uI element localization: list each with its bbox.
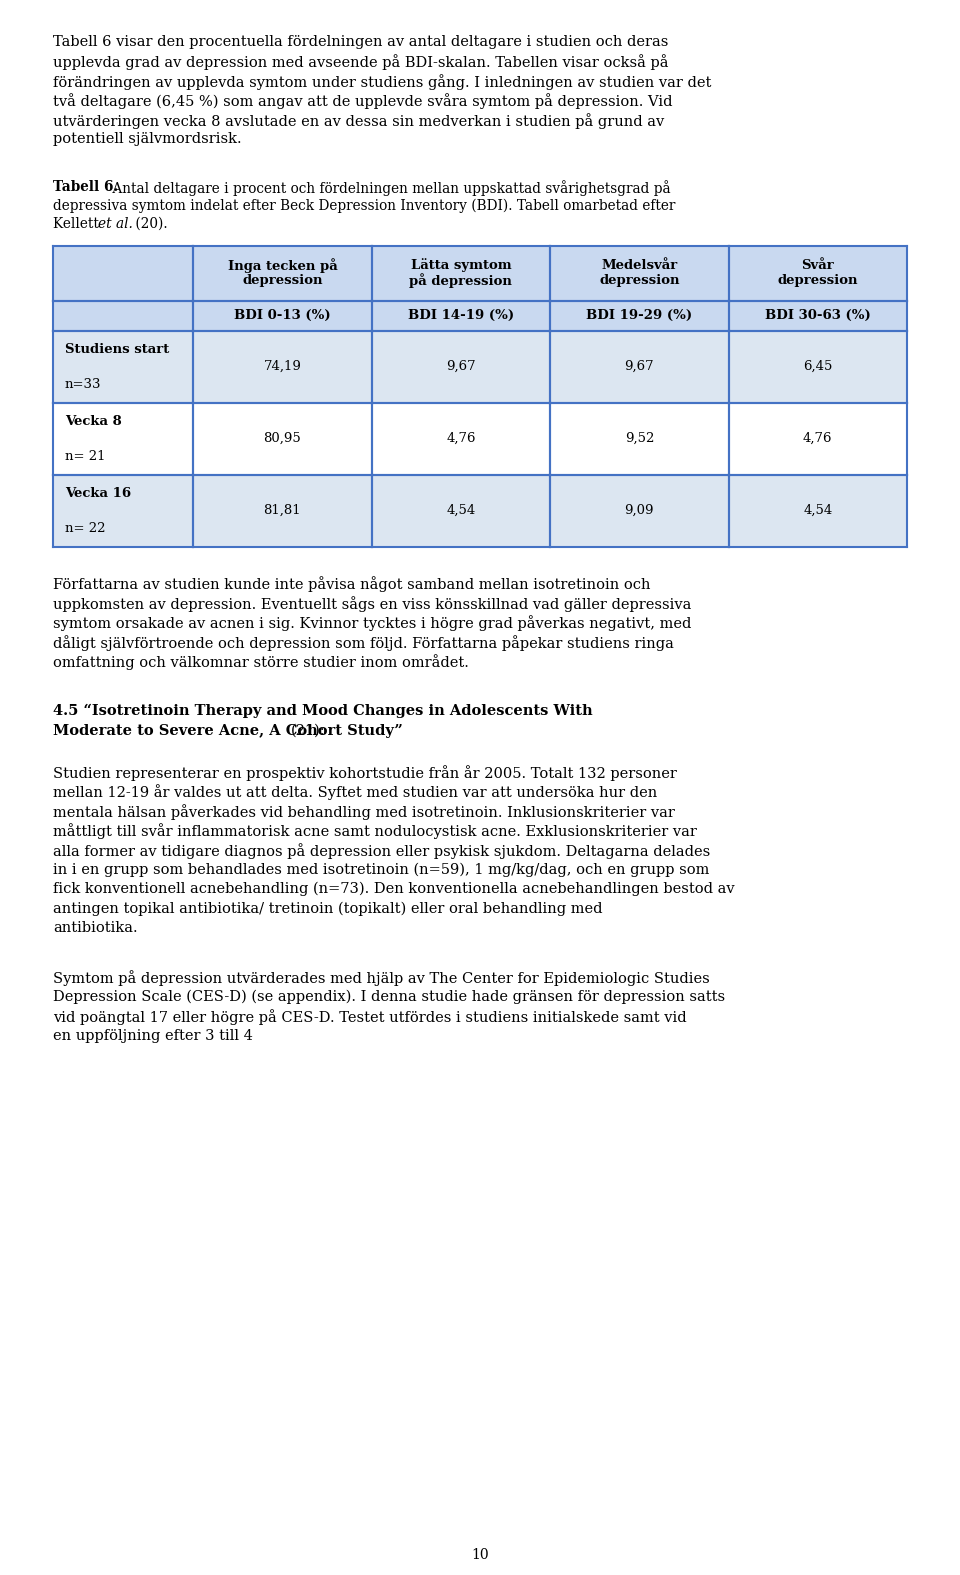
Text: Författarna av studien kunde inte påvisa något samband mellan isotretinoin och: Författarna av studien kunde inte påvisa… bbox=[53, 576, 651, 592]
Bar bbox=[193, 301, 372, 331]
Text: n= 22: n= 22 bbox=[65, 521, 106, 534]
Text: depressiva symtom indelat efter Beck Depression Inventory (BDI). Tabell omarbeta: depressiva symtom indelat efter Beck Dep… bbox=[53, 198, 676, 213]
Text: 6,45: 6,45 bbox=[804, 361, 832, 373]
Text: en uppföljning efter 3 till 4: en uppföljning efter 3 till 4 bbox=[53, 1028, 252, 1043]
Text: Svår: Svår bbox=[802, 258, 834, 272]
Text: (21):: (21): bbox=[291, 723, 325, 737]
Text: 4,54: 4,54 bbox=[804, 504, 832, 517]
Text: depression: depression bbox=[599, 274, 680, 287]
Bar bbox=[550, 301, 729, 331]
Text: 9,67: 9,67 bbox=[446, 361, 476, 373]
Text: antibiotika.: antibiotika. bbox=[53, 921, 137, 936]
Text: et al.: et al. bbox=[98, 217, 132, 232]
Bar bbox=[193, 246, 372, 301]
Text: depression: depression bbox=[778, 274, 858, 287]
Text: uppkomsten av depression. Eventuellt sågs en viss könsskillnad vad gäller depres: uppkomsten av depression. Eventuellt såg… bbox=[53, 595, 691, 611]
Text: mentala hälsan påverkades vid behandling med isotretinoin. Inklusionskriterier v: mentala hälsan påverkades vid behandling… bbox=[53, 803, 675, 821]
Bar bbox=[550, 331, 729, 403]
Text: BDI 14-19 (%): BDI 14-19 (%) bbox=[408, 309, 514, 321]
Text: alla former av tidigare diagnos på depression eller psykisk sjukdom. Deltagarna : alla former av tidigare diagnos på depre… bbox=[53, 843, 710, 858]
Bar bbox=[729, 474, 907, 547]
Bar bbox=[550, 246, 729, 301]
Bar bbox=[729, 246, 907, 301]
Text: Tabell 6 visar den procentuella fördelningen av antal deltagare i studien och de: Tabell 6 visar den procentuella fördelni… bbox=[53, 35, 668, 49]
Text: n= 21: n= 21 bbox=[65, 449, 106, 463]
Text: omfattning och välkomnar större studier inom området.: omfattning och välkomnar större studier … bbox=[53, 655, 468, 671]
Text: vid poängtal 17 eller högre på CES-D. Testet utfördes i studiens initialskede sa: vid poängtal 17 eller högre på CES-D. Te… bbox=[53, 1010, 686, 1025]
Text: Depression Scale (CES-D) (se appendix). I denna studie hade gränsen för depressi: Depression Scale (CES-D) (se appendix). … bbox=[53, 991, 725, 1005]
Bar bbox=[53, 403, 193, 474]
Text: 80,95: 80,95 bbox=[264, 432, 301, 446]
Text: BDI 30-63 (%): BDI 30-63 (%) bbox=[765, 309, 871, 321]
Text: symtom orsakade av acnen i sig. Kvinnor tycktes i högre grad påverkas negativt, : symtom orsakade av acnen i sig. Kvinnor … bbox=[53, 616, 691, 632]
Text: upplevda grad av depression med avseende på BDI-skalan. Tabellen visar också på: upplevda grad av depression med avseende… bbox=[53, 55, 668, 71]
Text: 10: 10 bbox=[471, 1548, 489, 1562]
Text: 9,09: 9,09 bbox=[625, 504, 654, 517]
Text: potentiell självmordsrisk.: potentiell självmordsrisk. bbox=[53, 132, 242, 146]
Text: n=33: n=33 bbox=[65, 378, 102, 391]
Text: på depression: på depression bbox=[410, 274, 513, 288]
Text: Studiens start: Studiens start bbox=[65, 342, 169, 356]
Text: utvärderingen vecka 8 avslutade en av dessa sin medverkan i studien på grund av: utvärderingen vecka 8 avslutade en av de… bbox=[53, 113, 664, 129]
Text: Studien representerar en prospektiv kohortstudie från år 2005. Totalt 132 person: Studien representerar en prospektiv koho… bbox=[53, 765, 677, 781]
Text: Lätta symtom: Lätta symtom bbox=[411, 258, 511, 272]
Bar bbox=[53, 474, 193, 547]
Text: Antal deltagare i procent och fördelningen mellan uppskattad svårighetsgrad på: Antal deltagare i procent och fördelning… bbox=[108, 180, 671, 195]
Bar bbox=[372, 246, 550, 301]
Text: 9,67: 9,67 bbox=[625, 361, 654, 373]
Bar bbox=[53, 331, 193, 403]
Text: in i en grupp som behandlades med isotretinoin (n=59), 1 mg/kg/dag, och en grupp: in i en grupp som behandlades med isotre… bbox=[53, 863, 709, 877]
Text: Tabell 6.: Tabell 6. bbox=[53, 180, 118, 194]
Text: antingen topikal antibiotika/ tretinoin (topikalt) eller oral behandling med: antingen topikal antibiotika/ tretinoin … bbox=[53, 901, 603, 917]
Bar bbox=[193, 403, 372, 474]
Text: Inga tecken på: Inga tecken på bbox=[228, 258, 337, 272]
Text: fick konventionell acnebehandling (n=73). Den konventionella acnebehandlingen be: fick konventionell acnebehandling (n=73)… bbox=[53, 882, 734, 896]
Text: 4,76: 4,76 bbox=[803, 432, 832, 446]
Text: 81,81: 81,81 bbox=[264, 504, 301, 517]
Text: BDI 19-29 (%): BDI 19-29 (%) bbox=[587, 309, 692, 321]
Text: 4,76: 4,76 bbox=[446, 432, 475, 446]
Text: Vecka 16: Vecka 16 bbox=[65, 487, 132, 499]
Bar bbox=[550, 403, 729, 474]
Text: BDI 0-13 (%): BDI 0-13 (%) bbox=[234, 309, 331, 321]
Text: 9,52: 9,52 bbox=[625, 432, 654, 446]
Text: förändringen av upplevda symtom under studiens gång. I inledningen av studien va: förändringen av upplevda symtom under st… bbox=[53, 74, 711, 90]
Text: Vecka 8: Vecka 8 bbox=[65, 414, 122, 427]
Text: dåligt självförtroende och depression som följd. Författarna påpekar studiens ri: dåligt självförtroende och depression so… bbox=[53, 635, 674, 650]
Text: Moderate to Severe Acne, A Cohort Study”: Moderate to Severe Acne, A Cohort Study” bbox=[53, 723, 403, 737]
Text: depression: depression bbox=[242, 274, 323, 287]
Bar bbox=[729, 301, 907, 331]
Bar bbox=[372, 301, 550, 331]
Bar bbox=[729, 331, 907, 403]
Bar bbox=[729, 403, 907, 474]
Text: (20).: (20). bbox=[132, 217, 168, 232]
Bar bbox=[193, 474, 372, 547]
Bar bbox=[53, 301, 193, 331]
Text: Medelsvår: Medelsvår bbox=[601, 258, 678, 272]
Bar bbox=[53, 246, 193, 301]
Text: mellan 12-19 år valdes ut att delta. Syftet med studien var att undersöka hur de: mellan 12-19 år valdes ut att delta. Syf… bbox=[53, 784, 658, 800]
Text: 4,54: 4,54 bbox=[446, 504, 475, 517]
Text: 74,19: 74,19 bbox=[263, 361, 301, 373]
Bar bbox=[372, 331, 550, 403]
Text: Symtom på depression utvärderades med hjälp av The Center for Epidemiologic Stud: Symtom på depression utvärderades med hj… bbox=[53, 970, 709, 986]
Bar bbox=[550, 474, 729, 547]
Text: två deltagare (6,45 %) som angav att de upplevde svåra symtom på depression. Vid: två deltagare (6,45 %) som angav att de … bbox=[53, 93, 673, 109]
Bar bbox=[193, 331, 372, 403]
Text: 4.5 “Isotretinoin Therapy and Mood Changes in Adolescents With: 4.5 “Isotretinoin Therapy and Mood Chang… bbox=[53, 704, 592, 718]
Text: måttligt till svår inflammatorisk acne samt nodulocystisk acne. Exklusionskriter: måttligt till svår inflammatorisk acne s… bbox=[53, 824, 697, 839]
Text: Kellett: Kellett bbox=[53, 217, 104, 232]
Bar bbox=[372, 403, 550, 474]
Bar bbox=[372, 474, 550, 547]
